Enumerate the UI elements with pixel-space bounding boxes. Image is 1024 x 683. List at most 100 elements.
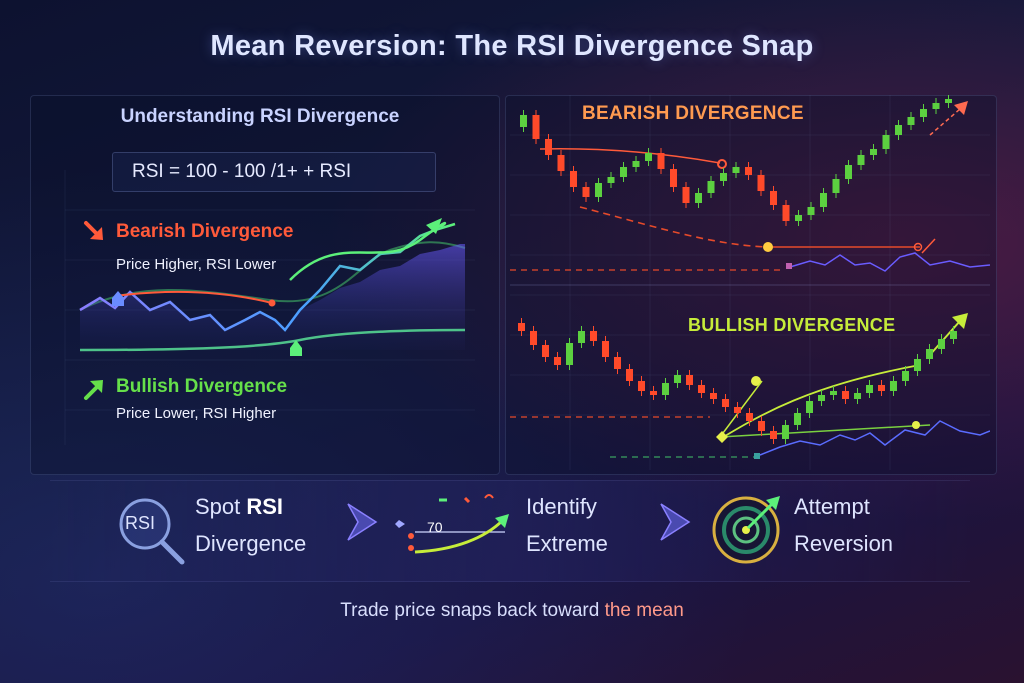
bullish-rsi-marker (751, 376, 761, 386)
candle (732, 167, 740, 173)
candle (570, 171, 577, 187)
candle (746, 413, 753, 421)
upper-resistance-line (539, 148, 721, 164)
bearish-low-marker (763, 242, 773, 252)
bullish-end-marker (912, 421, 920, 429)
candle (698, 385, 705, 393)
candle (557, 155, 565, 171)
candle (807, 207, 815, 215)
candle (645, 153, 652, 161)
candle (607, 177, 615, 183)
rsi-area (80, 244, 465, 350)
candle (857, 155, 865, 165)
process-band (50, 480, 970, 582)
gauge-value: 70 (427, 519, 443, 535)
candle (734, 407, 741, 413)
candle (662, 383, 669, 395)
bearish-chart-label: BEARISH DIVERGENCE (582, 103, 804, 124)
upper-dashed-arrow (929, 108, 961, 136)
bearish-divergence-line (114, 290, 273, 304)
bearish-dashed-line (579, 206, 769, 248)
bearish-description: Price Higher, RSI Lower (116, 256, 277, 273)
gauge-chart-icon (395, 494, 509, 554)
upper-arrow-head-icon (954, 101, 968, 115)
candle (707, 181, 715, 193)
candlestick-charts (510, 95, 990, 470)
candle (695, 193, 702, 203)
step-3-title: Attempt (794, 494, 870, 519)
candle (758, 421, 765, 431)
candle (682, 187, 690, 203)
candle (545, 139, 552, 155)
step-2-subtitle: Extreme (526, 531, 608, 556)
candle (932, 103, 940, 109)
upper-trend-line (289, 221, 447, 281)
bearish-marker (268, 299, 276, 307)
candle (854, 393, 861, 399)
candle (770, 191, 777, 205)
candle (614, 357, 621, 369)
lower-rsi-marker (754, 453, 760, 459)
candle (554, 357, 561, 365)
candle (878, 385, 885, 391)
candle (870, 149, 877, 155)
lower-arrow-head-icon (952, 313, 968, 329)
candle (657, 153, 665, 169)
candle (578, 331, 585, 343)
candle (907, 117, 915, 125)
candle (710, 393, 717, 399)
bearish-divergence-label: Bearish Divergence (116, 221, 294, 242)
candle (914, 359, 921, 371)
candle (890, 381, 897, 391)
step-3-subtitle: Reversion (794, 531, 894, 556)
candle (626, 369, 633, 381)
candle (566, 343, 573, 365)
candle (820, 193, 827, 207)
candle (745, 167, 752, 175)
step-1-title: Spot RSI (195, 494, 284, 519)
magnifier-rsi-icon (119, 498, 185, 565)
candle (590, 331, 597, 341)
candle (638, 381, 645, 391)
bullish-support-line (79, 328, 466, 352)
divergence-illustration (64, 170, 475, 445)
page-title: Mean Reversion: The RSI Divergence Snap (210, 30, 814, 62)
candle (842, 391, 849, 399)
candle (938, 339, 945, 349)
candle (895, 125, 902, 135)
candle (795, 215, 802, 221)
bearish-end-marker (913, 242, 923, 252)
candle (722, 399, 729, 407)
candle (674, 375, 681, 383)
candle (926, 349, 933, 359)
bullish-divergence-label: Bullish Divergence (116, 376, 288, 397)
candle (530, 331, 537, 345)
candle (650, 391, 657, 395)
candle (770, 431, 777, 439)
bullish-chart-label: BULLISH DIVERGENCE (688, 315, 896, 335)
bullish-level-line (719, 424, 931, 438)
candle (620, 167, 627, 177)
right-panel (505, 95, 997, 475)
upper-rsi-marker (786, 263, 792, 269)
lower-rsi-line (759, 420, 990, 456)
candle (902, 371, 909, 381)
candle (845, 165, 852, 179)
rsi-badge: RSI (125, 513, 156, 533)
candle (920, 109, 927, 117)
upper-rsi-line (789, 252, 990, 272)
step-1-subtitle: Divergence (195, 531, 307, 556)
peak-marker-icon (112, 291, 124, 306)
candle (806, 401, 813, 413)
candle (518, 323, 525, 331)
candle (686, 375, 693, 385)
target-icon (712, 496, 780, 564)
candle (542, 345, 549, 357)
candle (595, 183, 602, 197)
chevron-right-icon (347, 503, 378, 541)
bullish-support-curve (719, 364, 921, 440)
arrow-up-icon (426, 218, 442, 234)
candle (520, 115, 527, 127)
candle (782, 425, 789, 439)
arrow-up-right-icon (84, 380, 103, 400)
